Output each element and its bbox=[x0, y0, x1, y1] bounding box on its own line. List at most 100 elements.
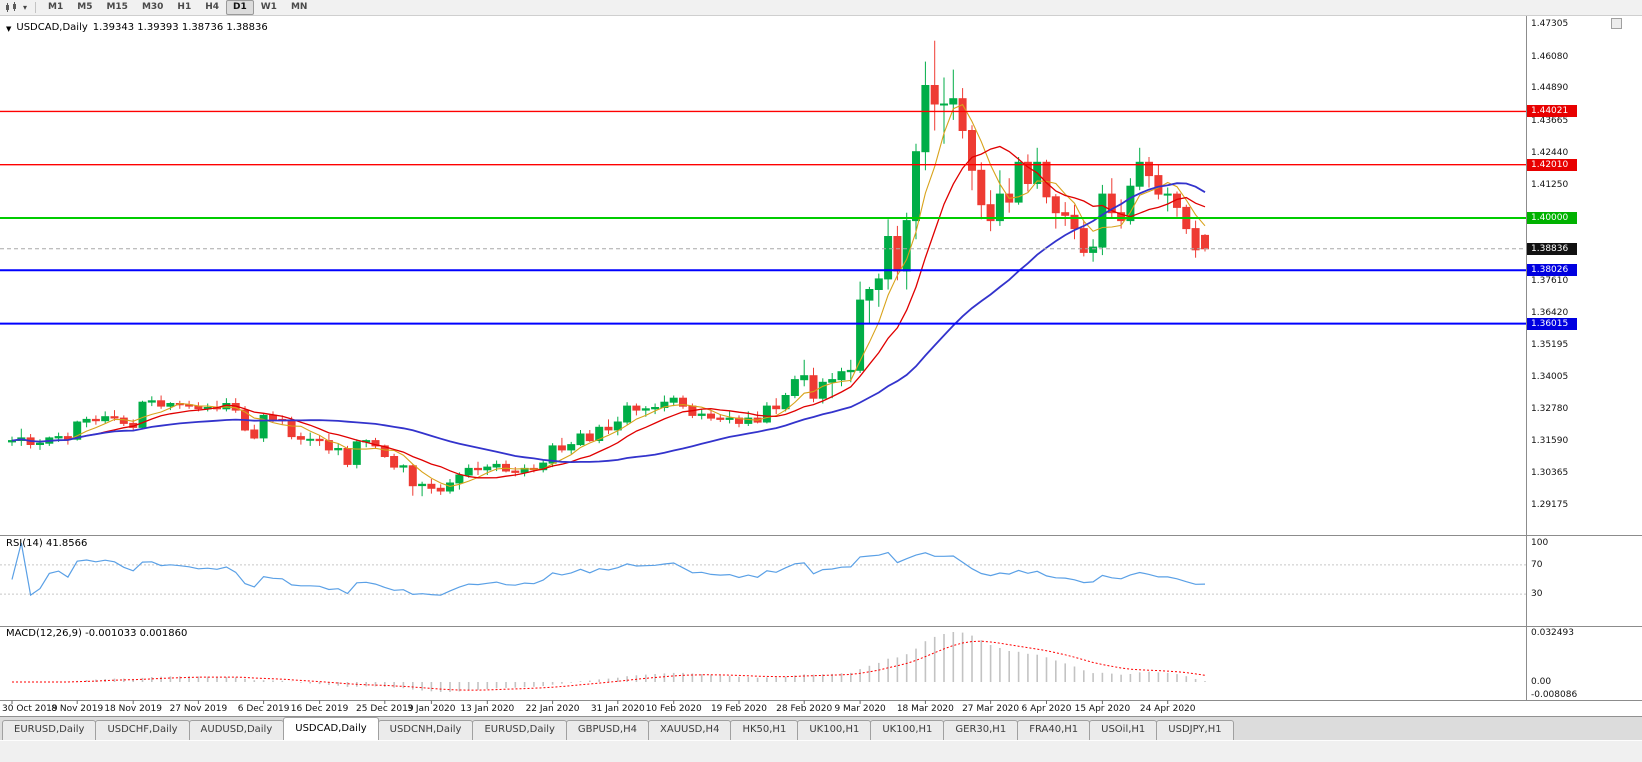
candle-body bbox=[846, 369, 855, 373]
candle-body bbox=[306, 438, 315, 441]
chart-tab-2-audusd-daily[interactable]: AUDUSD,Daily bbox=[188, 720, 285, 740]
chart-scroll-button[interactable] bbox=[1611, 18, 1622, 29]
candle-body bbox=[921, 85, 930, 153]
candle-body bbox=[1098, 193, 1107, 248]
candle-body bbox=[884, 236, 893, 280]
candle-body bbox=[82, 418, 91, 423]
candle-body bbox=[949, 98, 958, 105]
rsi-axis-tick: 100 bbox=[1531, 538, 1549, 548]
chart-type-dropdown-icon[interactable]: ▾ bbox=[23, 3, 28, 12]
timeframe-button-h4[interactable]: H4 bbox=[205, 2, 220, 12]
chart-symbol-label: USDCAD,Daily bbox=[16, 22, 88, 33]
candle-body bbox=[147, 400, 156, 403]
timeframe-button-w1[interactable]: W1 bbox=[260, 2, 277, 12]
candle-body bbox=[977, 169, 986, 206]
candle-body bbox=[315, 438, 324, 442]
rsi-axis-tick: 70 bbox=[1531, 560, 1543, 570]
candle-body bbox=[613, 421, 622, 431]
chart-tab-11-ger30-h1[interactable]: GER30,H1 bbox=[943, 720, 1019, 740]
candle-body bbox=[1117, 212, 1126, 222]
timeframe-button-m5[interactable]: M5 bbox=[77, 2, 93, 12]
price-tick: 1.36420 bbox=[1531, 308, 1569, 318]
chart-tab-7-xauusd-h4[interactable]: XAUUSD,H4 bbox=[648, 720, 732, 740]
candle-body bbox=[91, 418, 100, 422]
candle-body bbox=[697, 413, 706, 416]
price-badge: 1.40000 bbox=[1527, 212, 1577, 224]
candle-body bbox=[1014, 161, 1023, 203]
candle-body bbox=[408, 465, 417, 487]
chart-tab-13-usoil-h1[interactable]: USOil,H1 bbox=[1089, 720, 1158, 740]
candle-body bbox=[250, 429, 259, 439]
candle-body bbox=[958, 98, 967, 131]
price-badge: 1.36015 bbox=[1527, 318, 1577, 330]
timeframe-button-d1[interactable]: D1 bbox=[226, 0, 254, 15]
chart-window[interactable]: ▼ USDCAD,Daily 1.39343 1.39393 1.38736 1… bbox=[0, 16, 1642, 716]
candle-body bbox=[548, 445, 557, 464]
price-badge: 1.44021 bbox=[1527, 105, 1577, 117]
candle-body bbox=[1154, 175, 1163, 195]
chart-tabs: EURUSD,Daily USDCHF,Daily AUDUSD,Daily USDC… bbox=[2, 717, 1234, 740]
chart-tab-4-usdcnh-daily[interactable]: USDCNH,Daily bbox=[377, 720, 474, 740]
price-tick: 1.41250 bbox=[1531, 180, 1569, 190]
ma-fast-line bbox=[11, 103, 1206, 487]
candle-body bbox=[418, 483, 427, 487]
chart-tab-12-fra40-h1[interactable]: FRA40,H1 bbox=[1017, 720, 1091, 740]
candle-body bbox=[651, 407, 660, 410]
price-tick: 1.29175 bbox=[1531, 500, 1569, 510]
chart-tab-3-usdcad-daily[interactable]: USDCAD,Daily bbox=[283, 717, 379, 740]
candle-body bbox=[380, 445, 389, 457]
chart-tab-14-usdjpy-h1[interactable]: USDJPY,H1 bbox=[1156, 720, 1234, 740]
candle-body bbox=[110, 416, 119, 419]
price-tick: 1.30365 bbox=[1531, 468, 1569, 478]
chart-tab-5-eurusd-daily[interactable]: EURUSD,Daily bbox=[472, 720, 567, 740]
price-tick: 1.35195 bbox=[1531, 340, 1569, 350]
chart-tab-9-uk100-h1[interactable]: UK100,H1 bbox=[797, 720, 872, 740]
chart-tab-0-eurusd-daily[interactable]: EURUSD,Daily bbox=[2, 720, 97, 740]
timeframe-button-h1[interactable]: H1 bbox=[177, 2, 192, 12]
timeframe-button-m15[interactable]: M15 bbox=[106, 2, 128, 12]
timeframe-toolbar: ▾ M1 M5 M15 M30 H1 H4 D1 W1 MN bbox=[0, 0, 1642, 16]
candle-body bbox=[940, 103, 948, 106]
candle-body bbox=[1191, 228, 1200, 251]
candle-body bbox=[856, 299, 865, 371]
candle-body bbox=[464, 467, 473, 476]
candle-body bbox=[986, 204, 995, 222]
candle-body bbox=[930, 85, 939, 105]
chart-tab-10-uk100-h1[interactable]: UK100,H1 bbox=[870, 720, 945, 740]
candle-body bbox=[772, 405, 781, 410]
timeframe-buttons: M1 M5 M15 M30 H1 H4 D1 W1 MN bbox=[41, 0, 314, 15]
timeframe-button-m30[interactable]: M30 bbox=[141, 2, 164, 12]
candle-body bbox=[166, 403, 175, 407]
chart-tab-1-usdchf-daily[interactable]: USDCHF,Daily bbox=[95, 720, 190, 740]
timeframe-button-m1[interactable]: M1 bbox=[48, 2, 64, 12]
candle-body bbox=[1079, 228, 1088, 253]
chart-ohlc-values: 1.39343 1.39393 1.38736 1.38836 bbox=[92, 22, 268, 33]
candle-body bbox=[1107, 193, 1116, 214]
candle-body bbox=[446, 482, 454, 492]
chart-tab-6-gbpusd-h4[interactable]: GBPUSD,H4 bbox=[565, 720, 649, 740]
candle-body bbox=[492, 463, 501, 468]
price-tick: 1.42440 bbox=[1531, 148, 1569, 158]
candle-body bbox=[483, 466, 492, 471]
price-axis[interactable]: 1.47305 1.46080 1.44890 1.43665 1.42440 1.412… bbox=[1527, 16, 1642, 716]
macd-axis-tick: 0.00 bbox=[1531, 677, 1552, 687]
candle-body bbox=[595, 426, 604, 441]
candlesticks bbox=[8, 40, 1209, 497]
time-ticks bbox=[11, 700, 1169, 704]
candle-body bbox=[138, 401, 147, 428]
price-tick: 1.43665 bbox=[1531, 116, 1569, 126]
chart-canvas[interactable] bbox=[0, 16, 1642, 716]
chart-tab-8-hk50-h1[interactable]: HK50,H1 bbox=[730, 720, 799, 740]
candle-body bbox=[455, 474, 464, 484]
chart-type-icon[interactable] bbox=[3, 1, 19, 14]
candle-body bbox=[269, 414, 277, 420]
timeframe-button-mn[interactable]: MN bbox=[290, 2, 308, 12]
ma-mid-line bbox=[11, 145, 1206, 479]
chart-marker-icon: ▼ bbox=[6, 24, 12, 33]
candle-body bbox=[567, 444, 576, 451]
candle-body bbox=[744, 417, 753, 424]
candle-body bbox=[725, 417, 734, 420]
chart-tabs-bar: EURUSD,Daily USDCHF,Daily AUDUSD,Daily USDC… bbox=[0, 716, 1642, 740]
candle-body bbox=[474, 467, 482, 471]
candle-body bbox=[641, 408, 650, 411]
